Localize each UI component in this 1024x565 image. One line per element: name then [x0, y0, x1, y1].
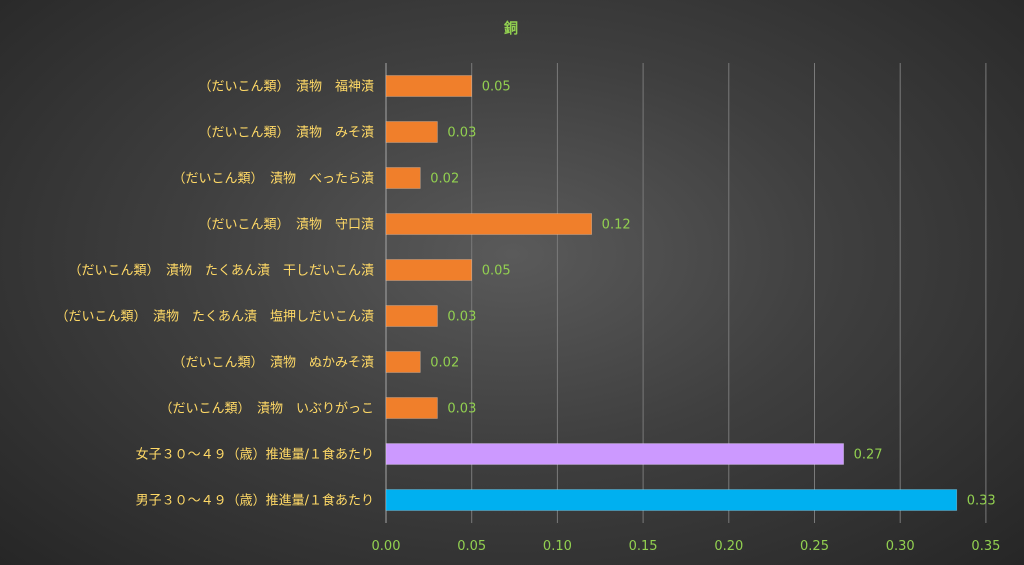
bar [385, 75, 472, 97]
bar [385, 397, 438, 419]
data-label: 0.33 [967, 494, 996, 509]
gridlines [385, 63, 987, 523]
bar [385, 259, 472, 281]
category-label: 女子３０～４９（歳）推進量/１食あたり [136, 447, 374, 463]
data-label: 0.03 [447, 310, 476, 325]
x-tick-label: 0.00 [372, 539, 401, 554]
bar [385, 305, 438, 327]
bar [385, 121, 438, 143]
category-label: （だいこん類） 漬物 ぬかみそ漬 [172, 356, 374, 371]
bar [385, 213, 592, 235]
x-tick-label: 0.05 [457, 539, 486, 554]
data-labels: 0.05 0.03 0.02 0.12 0.05 0.03 0.02 0.03 0.27 0.33 [430, 80, 995, 509]
category-label: （だいこん類） 漬物 守口漬 [198, 218, 374, 233]
category-label: （だいこん類） 漬物 みそ漬 [198, 126, 374, 141]
bar [385, 443, 844, 465]
category-label: （だいこん類） 漬物 べったら漬 [172, 172, 374, 187]
data-label: 0.03 [447, 402, 476, 417]
bars [385, 75, 958, 511]
bar [385, 351, 421, 373]
category-label: 男子３０～４９（歳）推進量/１食あたり [136, 493, 374, 509]
category-label: （だいこん類） 漬物 福神漬 [198, 80, 374, 95]
data-label: 0.03 [447, 126, 476, 141]
data-label: 0.05 [482, 264, 511, 279]
chart-title: 銅 [504, 20, 518, 37]
x-tick-label: 0.35 [971, 539, 1000, 554]
x-tick-label: 0.30 [886, 539, 915, 554]
data-label: 0.02 [430, 356, 459, 371]
category-label: （だいこん類） 漬物 たくあん漬 干しだいこん漬 [68, 264, 374, 279]
bar [385, 167, 421, 189]
bar [385, 489, 958, 511]
data-label: 0.02 [430, 172, 459, 187]
data-label: 0.27 [854, 448, 883, 463]
category-label: （だいこん類） 漬物 たくあん漬 塩押しだいこん漬 [55, 310, 374, 325]
x-tick-label: 0.25 [800, 539, 829, 554]
data-label: 0.05 [482, 80, 511, 95]
data-label: 0.12 [602, 218, 631, 233]
category-label: （だいこん類） 漬物 いぶりがっこ [159, 402, 374, 417]
x-tick-label: 0.20 [714, 539, 743, 554]
x-tick-labels: 0.00 0.05 0.10 0.15 0.20 0.25 0.30 0.35 [372, 539, 1001, 554]
category-labels: （だいこん類） 漬物 福神漬 （だいこん類） 漬物 みそ漬 （だいこん類） 漬物 べ… [55, 80, 374, 509]
x-tick-label: 0.15 [629, 539, 658, 554]
x-tick-label: 0.10 [543, 539, 572, 554]
